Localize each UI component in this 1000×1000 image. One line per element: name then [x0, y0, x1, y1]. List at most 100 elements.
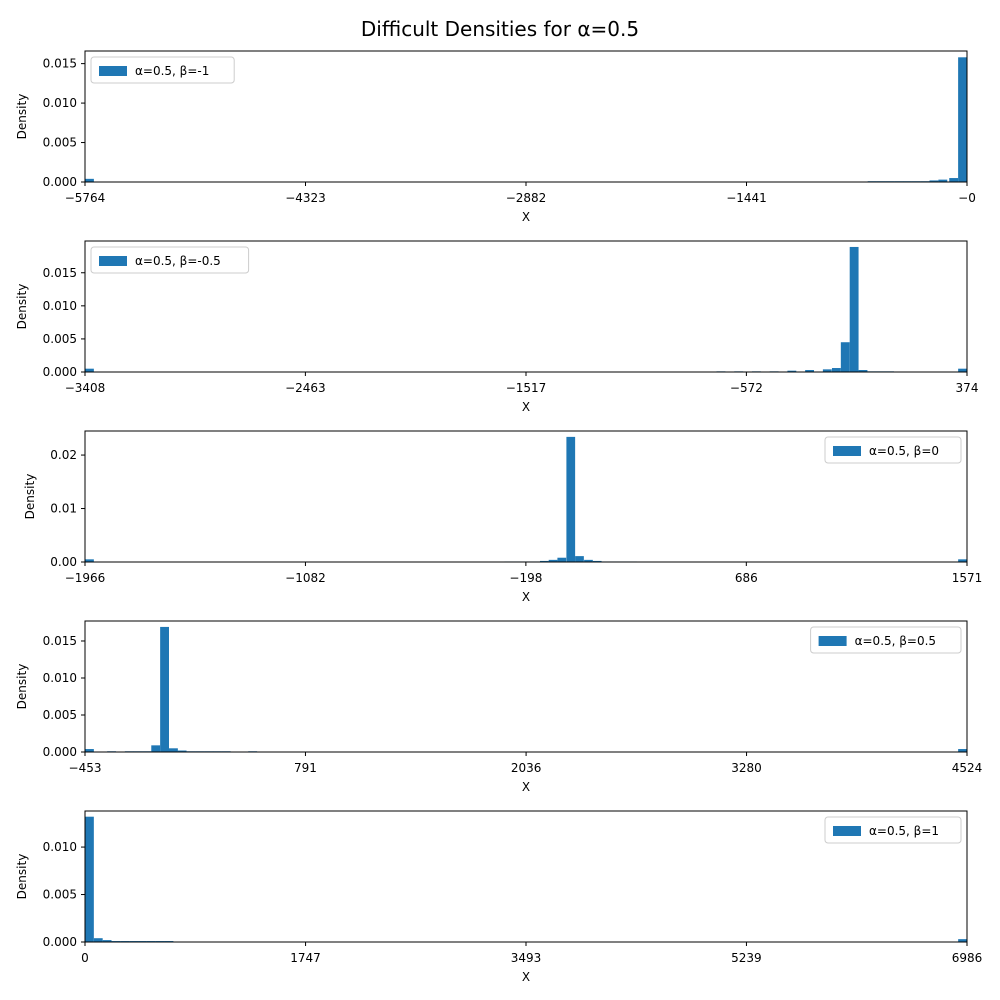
histogram-bar: [539, 560, 549, 562]
histogram-bar: [958, 939, 967, 942]
x-tick-label: −1082: [285, 571, 326, 585]
histogram-bar: [160, 626, 169, 752]
legend-swatch: [833, 826, 861, 836]
x-tick-label: −1441: [726, 191, 767, 205]
histogram-bar: [958, 749, 967, 752]
legend: α=0.5, β=-0.5: [90, 246, 250, 274]
legend-box: [90, 246, 250, 274]
legend-label: α=0.5, β=-0.5: [135, 254, 221, 268]
histogram-bar: [557, 557, 567, 562]
y-tick-label: 0.005: [43, 708, 77, 722]
x-tick-label: 5239: [731, 951, 762, 965]
y-tick-label: 0.015: [43, 266, 77, 280]
legend-swatch: [818, 636, 847, 646]
y-axis-label: Density: [15, 854, 29, 900]
x-tick-label: −4323: [285, 191, 326, 205]
legend-swatch: [99, 256, 127, 266]
histogram-bar: [822, 369, 832, 372]
histogram-bar: [958, 368, 967, 372]
y-axis-label: Density: [23, 474, 37, 520]
histogram-bar: [831, 368, 841, 372]
x-axis-label: X: [522, 970, 530, 984]
histogram-panel-5: 0 1747 3493 5239 6986 0.000 0.005 0.010 X Density…: [15, 810, 983, 984]
histogram-bar: [938, 179, 948, 182]
legend: α=0.5, β=1: [824, 816, 962, 844]
x-tick-label: 1747: [290, 951, 321, 965]
histogram-bar: [566, 436, 576, 562]
x-tick-label: 791: [294, 761, 317, 775]
legend-label: α=0.5, β=0: [869, 444, 939, 458]
legend-box: [810, 626, 962, 654]
y-tick-label: 0.01: [50, 502, 77, 516]
y-tick-label: 0.010: [43, 840, 77, 854]
y-tick-label: 0.015: [43, 57, 77, 71]
x-tick-label: 3493: [511, 951, 542, 965]
y-tick-label: 0.005: [43, 888, 77, 902]
histogram-bar: [958, 559, 967, 562]
x-tick-label: −453: [69, 761, 102, 775]
histogram-bar: [85, 178, 94, 182]
y-tick-label: 0.000: [43, 365, 77, 379]
x-axis-label: X: [522, 210, 530, 224]
x-tick-label: 2036: [511, 761, 542, 775]
x-tick-label: −1517: [506, 381, 547, 395]
histogram-bar: [840, 342, 850, 372]
histogram-bar: [958, 57, 967, 183]
x-tick-label: −1966: [65, 571, 106, 585]
legend-box: [90, 56, 235, 84]
histogram-bar: [85, 749, 94, 752]
histogram-bar: [929, 180, 939, 182]
histogram-bar: [177, 750, 187, 752]
x-tick-label: 6986: [952, 951, 983, 965]
legend-swatch: [833, 446, 861, 456]
histogram-bar: [85, 368, 94, 372]
legend: α=0.5, β=0: [824, 436, 962, 464]
histogram-bar: [575, 556, 584, 562]
histogram-bar: [584, 559, 593, 562]
histogram-bar: [849, 246, 859, 372]
y-tick-label: 0.000: [43, 935, 77, 949]
y-axis-label: Density: [15, 664, 29, 710]
y-tick-label: 0.010: [43, 299, 77, 313]
histogram-bar: [949, 178, 959, 182]
histogram-bar: [787, 370, 797, 372]
histogram-bar: [102, 940, 112, 942]
y-axis-label: Density: [15, 284, 29, 330]
x-tick-label: 686: [735, 571, 758, 585]
legend: α=0.5, β=0.5: [810, 626, 962, 654]
legend-label: α=0.5, β=0.5: [855, 634, 936, 648]
legend-label: α=0.5, β=-1: [135, 64, 209, 78]
legend-box: [824, 816, 962, 844]
x-tick-label: −2882: [506, 191, 547, 205]
y-axis-label: Density: [15, 94, 29, 140]
histogram-bar: [151, 745, 161, 752]
x-tick-label: −572: [730, 381, 763, 395]
x-tick-label: −3408: [65, 381, 106, 395]
y-tick-label: 0.02: [50, 448, 77, 462]
histogram-panel-2: −3408 −2463 −1517 −572 374 0.000 0.005 0.010 0.0…: [15, 240, 979, 414]
y-tick-label: 0.005: [43, 136, 77, 150]
x-tick-label: −5764: [65, 191, 106, 205]
x-tick-label: 3280: [731, 761, 762, 775]
histogram-bar: [858, 370, 868, 372]
histogram-bar: [592, 560, 602, 562]
x-tick-label: 374: [956, 381, 979, 395]
histogram-bar: [548, 559, 558, 562]
y-tick-label: 0.000: [43, 175, 77, 189]
histogram-panels: −5764 −4323 −2882 −1441 −00.0000.0050.0100.0…: [15, 50, 983, 984]
y-tick-label: 0.005: [43, 332, 77, 346]
x-axis-label: X: [522, 590, 530, 604]
y-tick-label: 0.010: [43, 96, 77, 110]
legend-box: [824, 436, 962, 464]
x-tick-label: −198: [509, 571, 542, 585]
legend: α=0.5, β=-1: [90, 56, 235, 84]
x-tick-label: 4524: [952, 761, 983, 775]
histogram-bar: [85, 816, 94, 942]
legend-swatch: [99, 66, 127, 76]
y-tick-label: 0.00: [50, 555, 77, 569]
histogram-bar: [169, 748, 178, 752]
x-axis-label: X: [522, 400, 530, 414]
x-axis-label: X: [522, 780, 530, 794]
